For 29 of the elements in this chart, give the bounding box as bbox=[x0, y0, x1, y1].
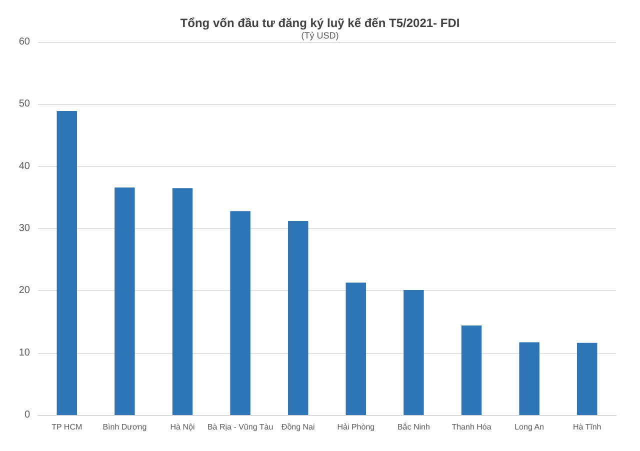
bar bbox=[56, 111, 78, 415]
y-tick-label: 10 bbox=[18, 347, 30, 358]
bar bbox=[288, 221, 308, 415]
chart-title: Tổng vốn đầu tư đăng ký luỹ kế đến T5/2021- FDI bbox=[180, 16, 460, 30]
bar bbox=[114, 187, 135, 415]
bar bbox=[230, 211, 250, 415]
x-tick-label: Bình Dương bbox=[102, 422, 147, 432]
bar bbox=[404, 290, 424, 415]
x-tick-label: Hải Phòng bbox=[337, 422, 375, 432]
x-tick-label: Hà Nội bbox=[170, 422, 195, 432]
x-tick-label: Bắc Ninh bbox=[397, 422, 430, 432]
y-tick-label: 50 bbox=[18, 98, 30, 110]
x-tick-label: Đồng Nai bbox=[281, 422, 315, 432]
bar bbox=[172, 188, 193, 415]
y-tick-label: 20 bbox=[18, 285, 30, 296]
y-tick-label: 60 bbox=[18, 36, 30, 48]
chart-subtitle: (Tỷ USD) bbox=[301, 30, 339, 40]
x-tick-label: Hà Tĩnh bbox=[572, 422, 602, 432]
y-tick-label: 0 bbox=[24, 410, 30, 420]
x-tick-label: Long An bbox=[514, 422, 544, 432]
y-tick-label: 30 bbox=[18, 223, 30, 234]
bar bbox=[576, 342, 598, 415]
x-tick-label: TP HCM bbox=[52, 422, 82, 432]
bar bbox=[346, 282, 366, 415]
y-tick-label: 40 bbox=[18, 160, 30, 172]
bar bbox=[461, 325, 482, 415]
bar bbox=[519, 342, 540, 415]
x-tick-label: Thanh Hóa bbox=[452, 422, 492, 432]
x-tick-label: Bà Rịa - Vũng Tàu bbox=[207, 422, 274, 432]
